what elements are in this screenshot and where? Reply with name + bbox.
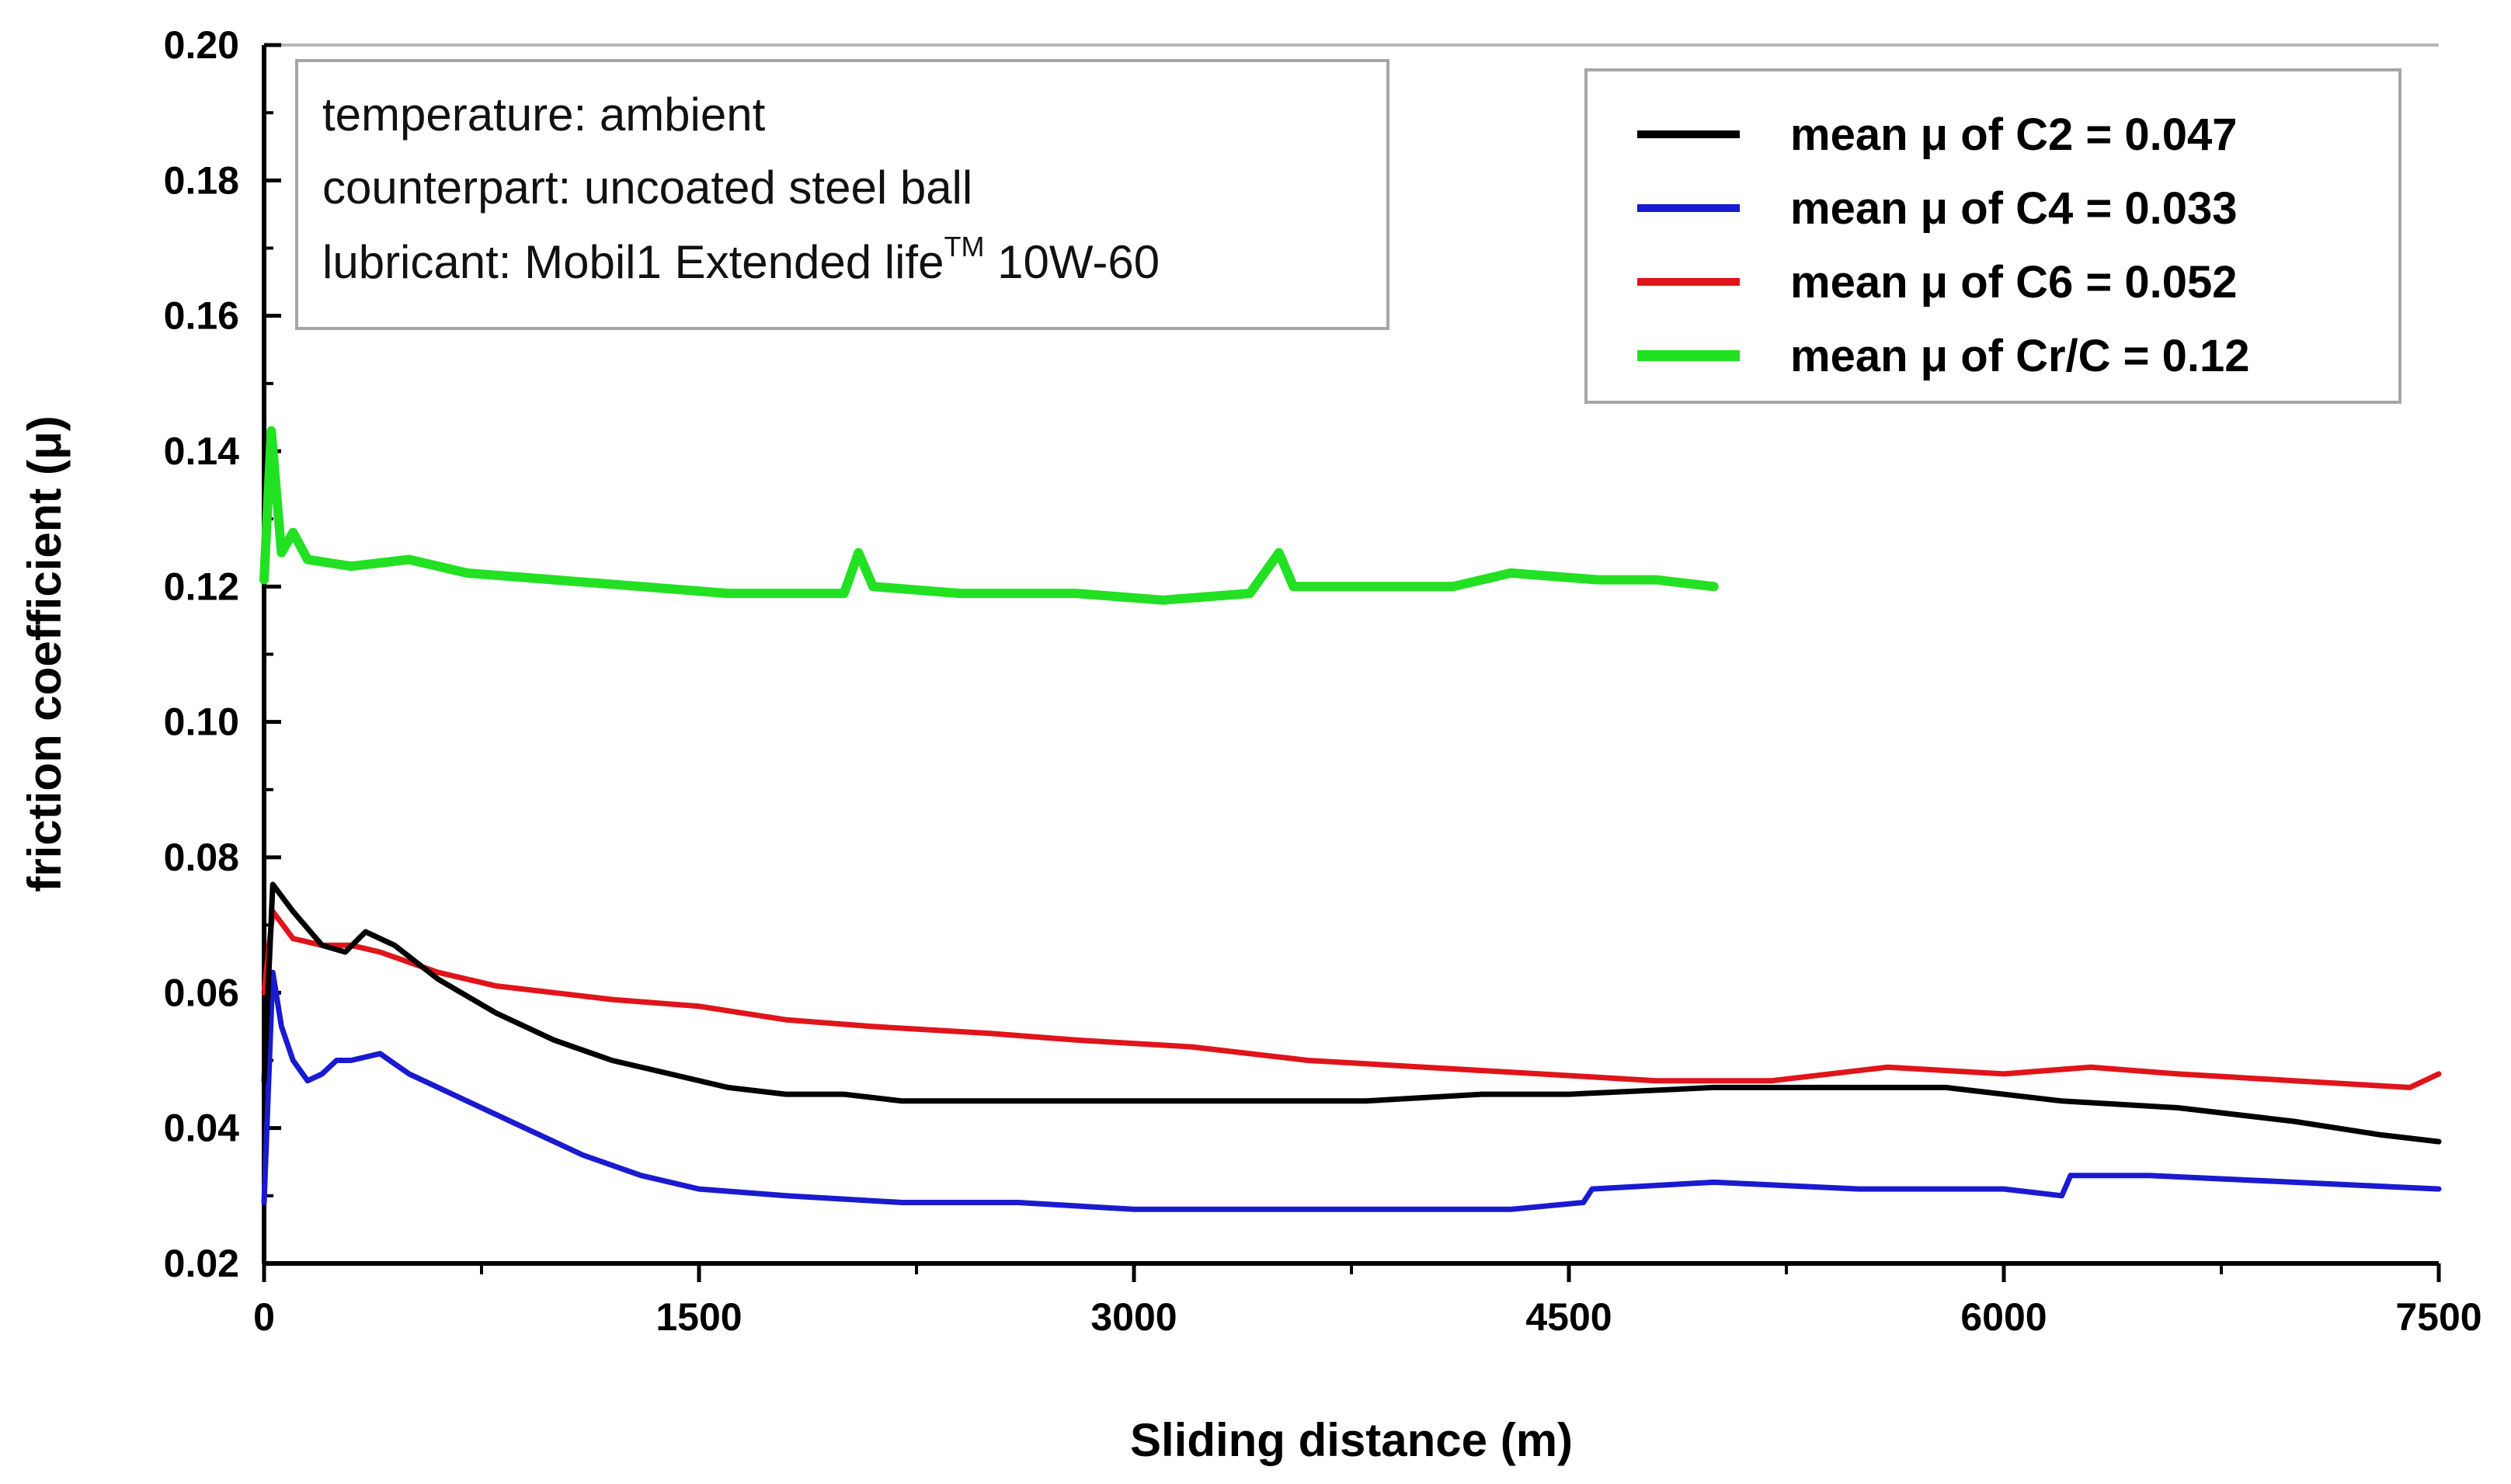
annotation-counterpart: counterpart: uncoated steel ball <box>322 162 972 214</box>
legend-label: mean μ of Cr/C = 0.12 <box>1790 331 2250 381</box>
series-line-3 <box>261 909 2442 1090</box>
y-tick-label: 0.08 <box>164 836 239 879</box>
tick-labels: 0.02 0.04 0.06 0.08 0.10 0.12 0.14 0.16 0.18 0.20… <box>164 23 2482 1339</box>
x-tick-label: 3000 <box>1090 1295 1177 1339</box>
y-tick-label: 0.04 <box>164 1107 240 1150</box>
legend-label: mean μ of C6 = 0.052 <box>1790 257 2237 308</box>
x-tick-label: 0 <box>253 1295 275 1339</box>
x-tick-label: 1500 <box>656 1295 742 1339</box>
legend-label: mean μ of C4 = 0.033 <box>1790 183 2237 234</box>
y-tick-label: 0.02 <box>164 1242 239 1285</box>
series-line-4 <box>259 426 1719 605</box>
annotation-lubricant: lubricant: Mobil1 Extended lifeTM 10W-60 <box>322 231 1160 288</box>
annotation-temperature: temperature: ambient <box>322 89 766 141</box>
x-tick-label: 6000 <box>1960 1295 2047 1339</box>
x-axis-title: Sliding distance (m) <box>1130 1414 1573 1466</box>
y-axis-title: friction coefficient (μ) <box>19 415 71 891</box>
legend: mean μ of C2 = 0.047 mean μ of C4 = 0.033… <box>1584 68 2401 404</box>
y-tick-label: 0.06 <box>164 971 239 1014</box>
x-tick-label: 7500 <box>2395 1295 2481 1339</box>
series-line-2 <box>261 969 2442 1212</box>
legend-label: mean μ of C2 = 0.047 <box>1790 109 2237 160</box>
annotation-box: temperature: ambient counterpart: uncoat… <box>295 59 1389 330</box>
annotation-lubricant-end: 10W-60 <box>984 236 1160 288</box>
y-tick-label: 0.14 <box>164 429 240 473</box>
y-tick-label: 0.10 <box>164 700 239 744</box>
series-layer <box>259 426 2442 1212</box>
y-tick-label: 0.20 <box>164 23 239 67</box>
annotation-lubricant-main: lubricant: Mobil1 Extended life <box>322 236 944 288</box>
annotation-lubricant-sup: TM <box>944 231 984 262</box>
series-line-1 <box>261 881 2442 1145</box>
y-tick-label: 0.12 <box>164 565 239 608</box>
y-tick-label: 0.18 <box>164 158 239 202</box>
x-tick-label: 4500 <box>1525 1295 1612 1339</box>
y-tick-label: 0.16 <box>164 294 239 338</box>
